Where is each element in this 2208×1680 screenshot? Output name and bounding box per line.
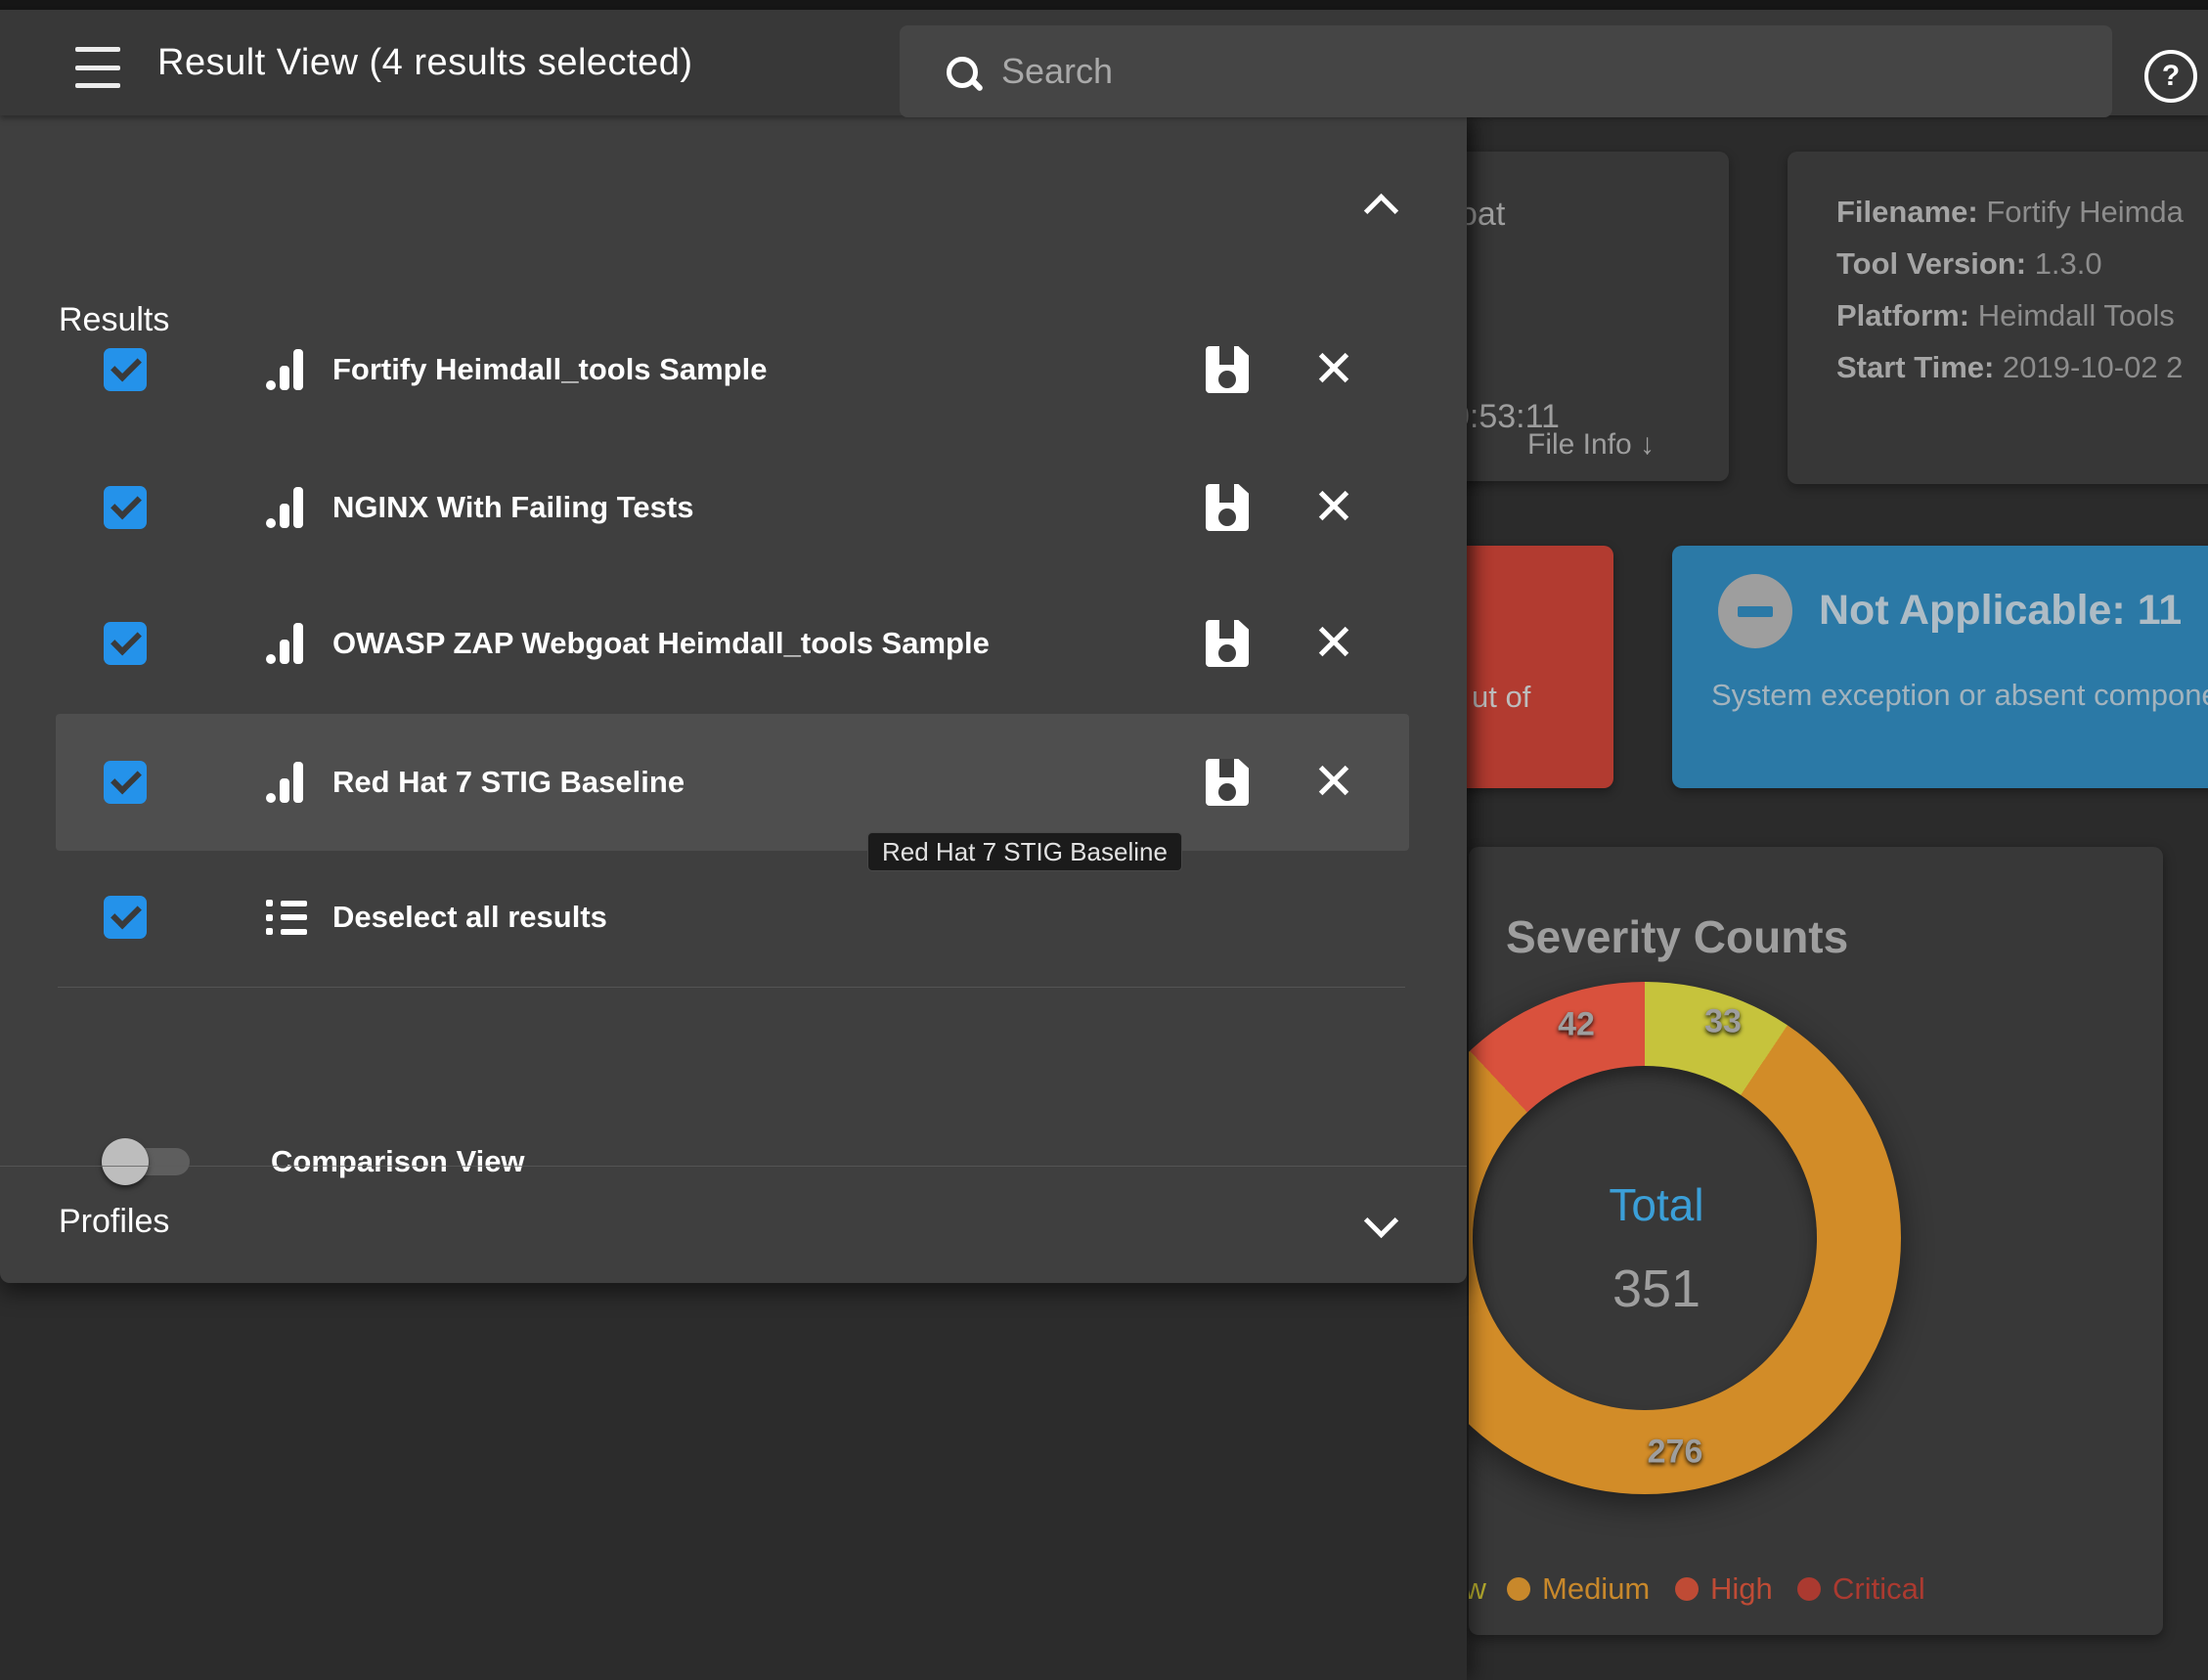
close-icon[interactable]: ✕	[1312, 615, 1355, 672]
severity-donut-hole	[1473, 1066, 1817, 1410]
search-input[interactable]: Search	[900, 25, 2112, 117]
chevron-down-icon[interactable]	[1363, 1203, 1399, 1239]
result-row-owasp[interactable]: OWASP ZAP Webgoat Heimdall_tools Sample …	[0, 575, 1467, 712]
legend-label-medium: Medium	[1542, 1571, 1651, 1606]
file-info-link[interactable]: File Info ↓	[1527, 428, 1656, 461]
help-icon[interactable]: ?	[2144, 50, 2197, 103]
donut-label-low: 33	[1704, 1002, 1742, 1040]
search-placeholder: Search	[1001, 51, 1114, 91]
bar-chart-icon	[266, 623, 305, 664]
legend-label-high: High	[1710, 1571, 1773, 1606]
tool-version-label: Tool Version:	[1836, 246, 2027, 281]
legend-item-low[interactable]: Low	[1469, 1571, 1486, 1607]
checkbox-checked-icon[interactable]	[104, 622, 147, 665]
results-section-header[interactable]: Results	[59, 301, 170, 338]
bar-chart-icon	[266, 762, 305, 803]
save-icon[interactable]	[1206, 484, 1249, 531]
checkbox-checked-icon[interactable]	[104, 896, 147, 939]
page-title: Result View (4 results selected)	[157, 41, 693, 83]
results-drawer-panel: Results Fortify Heimdall_tools Sample ✕ …	[0, 115, 1467, 1283]
help-glyph: ?	[2161, 60, 2181, 92]
save-icon[interactable]	[1206, 759, 1249, 806]
tooltip: Red Hat 7 STIG Baseline	[867, 832, 1182, 871]
result-row-label[interactable]: Fortify Heimdall_tools Sample	[332, 352, 768, 386]
result-row-label[interactable]: NGINX With Failing Tests	[332, 490, 694, 524]
result-row-label[interactable]: OWASP ZAP Webgoat Heimdall_tools Sample	[332, 626, 990, 660]
result-row-fortify[interactable]: Fortify Heimdall_tools Sample ✕	[0, 301, 1467, 438]
file-metadata-rows: Filename: Fortify Heimda Tool Version: 1…	[1836, 195, 2184, 385]
start-time-label: Start Time:	[1836, 350, 1995, 384]
not-applicable-subtitle: System exception or absent compone	[1711, 678, 2208, 712]
filename-label: Filename:	[1836, 195, 1978, 229]
comparison-view-toggle[interactable]	[102, 1138, 190, 1185]
tooltip-text: Red Hat 7 STIG Baseline	[882, 836, 1168, 866]
divider	[0, 1166, 1467, 1167]
list-icon	[266, 900, 307, 935]
result-time-fragment: 0:53:11	[1451, 398, 1560, 435]
checkbox-checked-icon[interactable]	[104, 486, 147, 529]
bar-chart-icon	[266, 349, 305, 390]
file-metadata-row: Start Time: 2019-10-02 2	[1836, 350, 2184, 385]
legend-label-low: Low	[1469, 1571, 1486, 1606]
close-icon[interactable]: ✕	[1312, 479, 1355, 536]
legend-item-high[interactable]: High	[1675, 1571, 1773, 1607]
comparison-view-label: Comparison View	[271, 1144, 525, 1178]
not-applicable-status-card[interactable]: Not Applicable: 11 System exception or a…	[1672, 546, 2208, 788]
toggle-knob[interactable]	[102, 1138, 149, 1185]
result-row-nginx[interactable]: NGINX With Failing Tests ✕	[0, 439, 1467, 576]
checkbox-checked-icon[interactable]	[104, 348, 147, 391]
legend-item-critical[interactable]: Critical	[1797, 1571, 1925, 1607]
app-toolbar: Result View (4 results selected) Search …	[0, 10, 2208, 117]
donut-label-medium: 276	[1647, 1433, 1703, 1471]
result-row-redhat[interactable]: Red Hat 7 STIG Baseline ✕	[56, 714, 1409, 851]
start-time-value: 2019-10-02 2	[2002, 350, 2184, 384]
platform-label: Platform:	[1836, 298, 1970, 332]
save-icon[interactable]	[1206, 620, 1249, 667]
donut-center-label: Total	[1609, 1179, 1704, 1230]
checkbox-checked-icon[interactable]	[104, 761, 147, 804]
not-applicable-title: Not Applicable: 11	[1819, 587, 2183, 634]
save-icon[interactable]	[1206, 346, 1249, 393]
deselect-all-row[interactable]: Deselect all results	[0, 849, 1467, 986]
result-info-card: oat 0:53:11 File Info ↓	[1428, 152, 1729, 481]
window-top-strip	[0, 0, 2208, 10]
tool-version-value: 1.3.0	[2034, 246, 2102, 281]
legend-dot-medium	[1507, 1577, 1530, 1601]
profiles-section-header[interactable]: Profiles	[59, 1203, 170, 1240]
result-row-label[interactable]: Red Hat 7 STIG Baseline	[332, 765, 685, 799]
divider	[58, 987, 1405, 988]
legend-dot-critical	[1797, 1577, 1821, 1601]
file-metadata-row: Tool Version: 1.3.0	[1836, 246, 2184, 282]
donut-label-high: 42	[1558, 1005, 1595, 1043]
donut-center-value: 351	[1612, 1260, 1701, 1318]
chevron-up-icon[interactable]	[1363, 193, 1399, 229]
legend-label-critical: Critical	[1833, 1571, 1925, 1606]
severity-counts-title: Severity Counts	[1506, 911, 1849, 962]
close-icon[interactable]: ✕	[1312, 341, 1355, 398]
file-metadata-row: Platform: Heimdall Tools	[1836, 298, 2184, 333]
close-icon[interactable]: ✕	[1312, 754, 1355, 811]
menu-icon[interactable]	[75, 47, 120, 88]
platform-value: Heimdall Tools	[1977, 298, 2175, 332]
search-icon	[947, 57, 978, 88]
file-metadata-card: Filename: Fortify Heimda Tool Version: 1…	[1788, 152, 2208, 484]
filename-value: Fortify Heimda	[1986, 195, 2184, 229]
legend-item-medium[interactable]: Medium	[1507, 1571, 1650, 1607]
legend-dot-high	[1675, 1577, 1699, 1601]
failed-card-text-fragment: ut of	[1472, 680, 1531, 714]
severity-counts-panel: Severity Counts 42 33 276 Total 351 Low …	[1469, 847, 2163, 1635]
minus-circle-icon	[1718, 574, 1792, 648]
bar-chart-icon	[266, 487, 305, 528]
deselect-all-label[interactable]: Deselect all results	[332, 900, 607, 934]
file-metadata-row: Filename: Fortify Heimda	[1836, 195, 2184, 230]
